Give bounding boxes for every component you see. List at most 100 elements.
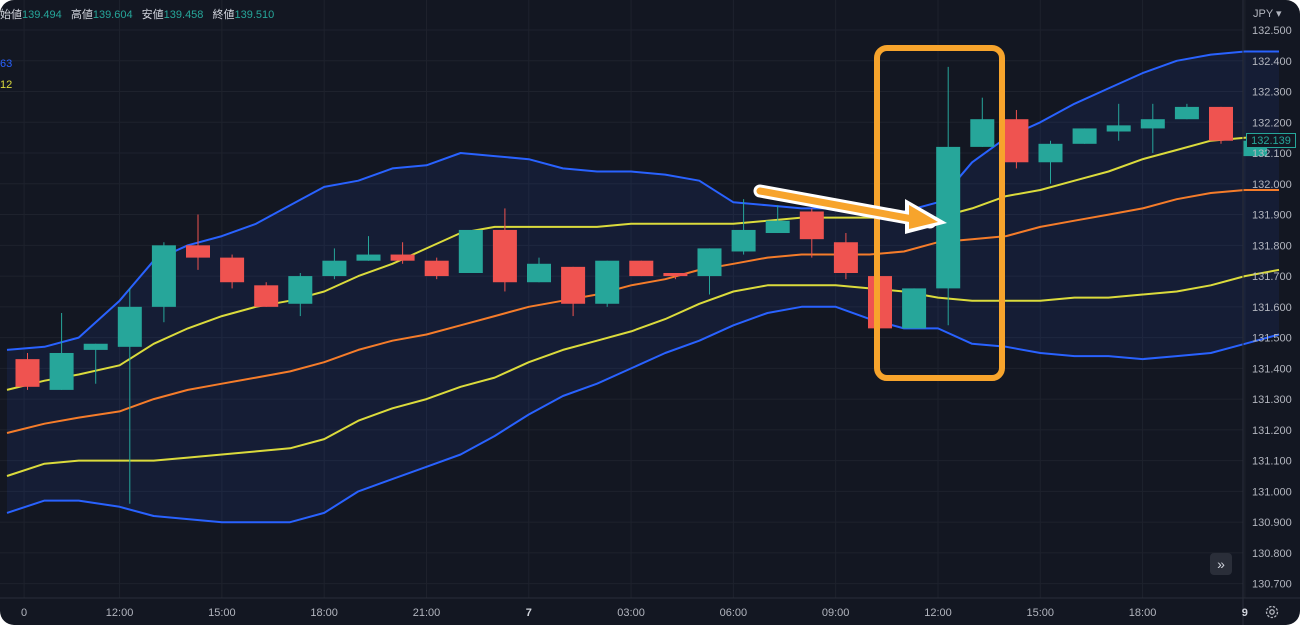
candle	[663, 273, 688, 280]
candle	[458, 229, 483, 274]
candle	[1038, 140, 1063, 184]
candle-body	[1038, 143, 1063, 163]
bollinger-bands	[6, 50, 1280, 524]
candle-body	[220, 257, 245, 283]
open-label: 始値	[0, 9, 22, 21]
candle-body	[15, 359, 40, 387]
close-label: 終値	[212, 9, 235, 21]
price-tick-label: 132.500	[1252, 25, 1292, 37]
candle-body	[1072, 128, 1097, 144]
candle-body	[1209, 106, 1233, 141]
candle	[595, 260, 620, 307]
price-tick-label: 131.900	[1252, 210, 1292, 222]
price-tick-label: 131.000	[1252, 486, 1292, 498]
time-tick-label: 12:00	[924, 607, 952, 619]
candle-body	[663, 273, 688, 277]
close-value: 139.510	[234, 9, 275, 21]
upper-inner-band-line	[6, 133, 1280, 391]
time-tick-label: 15:00	[208, 607, 236, 619]
candle	[697, 248, 722, 295]
candle-body	[902, 288, 927, 329]
candle	[799, 208, 824, 258]
candle	[390, 242, 415, 264]
candle	[731, 199, 756, 255]
time-tick-label: 15:00	[1027, 607, 1055, 619]
candle-body	[151, 245, 176, 307]
scroll-to-realtime-button[interactable]: »	[1210, 553, 1232, 575]
candle	[322, 248, 347, 280]
upper-outer-band-line	[6, 50, 1279, 351]
price-tick-label: 131.100	[1252, 456, 1292, 468]
candle	[1004, 109, 1029, 169]
candle-body	[629, 260, 654, 277]
candle-body	[970, 119, 995, 147]
gear-icon	[1265, 605, 1279, 619]
price-tick-label: 131.200	[1252, 425, 1292, 437]
candle	[970, 97, 995, 147]
price-tick-label: 132.400	[1252, 56, 1292, 68]
candle	[765, 205, 790, 234]
time-tick-label: 21:00	[413, 607, 441, 619]
settings-button[interactable]	[1264, 604, 1280, 620]
candle	[49, 312, 74, 390]
candle	[1174, 103, 1199, 120]
candle	[561, 266, 586, 317]
time-tick-label: 18:00	[1129, 607, 1157, 619]
candle-body	[527, 263, 551, 283]
price-tick-label: 130.700	[1252, 579, 1292, 591]
ohlc-legend: 始値139.494 高値139.604 安値139.458 終値139.510	[0, 6, 280, 22]
time-tick-label: 18:00	[310, 607, 338, 619]
candle	[186, 214, 210, 270]
price-tick-label: 130.900	[1252, 517, 1292, 529]
candle	[1106, 103, 1131, 141]
price-tick-label: 132.300	[1252, 87, 1292, 99]
time-tick-label: 0	[21, 607, 27, 619]
candle-body	[1004, 119, 1029, 163]
indicator-value-blue: 63	[0, 58, 13, 70]
candle	[1072, 128, 1097, 144]
indicator-value-yellow: 12	[0, 79, 13, 91]
band-fill	[7, 51, 1279, 523]
candle	[254, 282, 279, 307]
candle-body	[356, 254, 381, 261]
price-tick-label: 131.300	[1252, 394, 1292, 406]
candle	[117, 288, 142, 504]
price-tick-label: 131.600	[1252, 302, 1292, 314]
candle-body	[697, 248, 722, 277]
current-price-label: 132.139	[1246, 133, 1296, 148]
candle	[902, 288, 927, 329]
candle-body	[492, 229, 517, 283]
candle	[220, 254, 245, 289]
candle	[424, 257, 449, 280]
price-tick-label: 131.400	[1252, 363, 1292, 375]
candle	[15, 352, 40, 390]
candle	[288, 273, 313, 317]
candle	[936, 66, 961, 326]
candle-body	[833, 242, 858, 274]
arrow-annotation	[753, 184, 947, 234]
candle	[629, 260, 654, 277]
currency-selector[interactable]: JPY ▾	[1253, 8, 1282, 20]
candle-body	[322, 260, 347, 277]
candle-body	[83, 343, 108, 350]
candle-body	[561, 266, 586, 304]
candle-body	[595, 260, 620, 304]
band-area	[7, 51, 1279, 523]
price-tick-label: 132.100	[1252, 148, 1292, 160]
time-tick-label: 7	[526, 607, 532, 619]
time-tick-label: 9	[1242, 607, 1248, 619]
candle-body	[254, 285, 279, 307]
candle-body	[799, 211, 824, 240]
candle-body	[288, 276, 313, 304]
price-axis[interactable]: 130.700 130.800 130.900 131.000 131.100 131.2…	[1252, 25, 1292, 591]
candle	[83, 343, 108, 384]
double-chevron-right-icon: »	[1217, 556, 1225, 572]
price-tick-label: 132.000	[1252, 179, 1292, 191]
price-tick-label: 130.800	[1252, 548, 1292, 560]
candle-body	[1174, 106, 1199, 120]
candle	[356, 236, 381, 261]
time-axis[interactable]: 0 12:00 15:00 18:00 21:00 7 03:00 06:00 09:00 12:…	[21, 607, 1248, 619]
